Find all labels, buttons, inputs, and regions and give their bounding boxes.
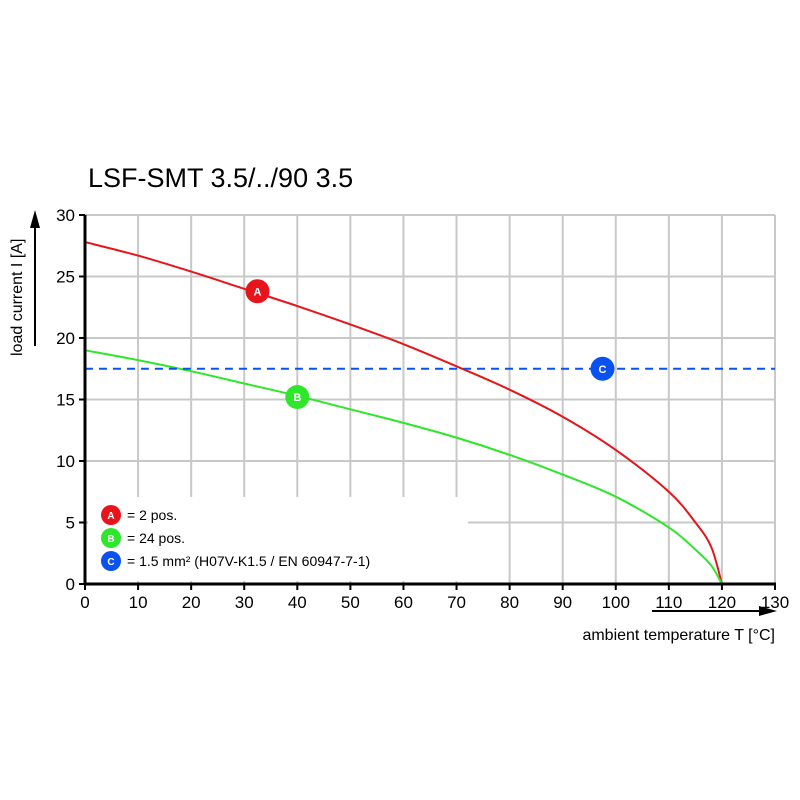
x-tick-label: 100 <box>602 593 630 612</box>
legend-marker-A <box>101 505 121 525</box>
series-line-A <box>84 241 723 585</box>
y-arrow-head-icon <box>30 210 40 228</box>
x-tick-label: 90 <box>553 593 572 612</box>
x-tick-label: 10 <box>129 593 148 612</box>
y-tick-label: 15 <box>56 391 75 410</box>
x-tick-label: 50 <box>341 593 360 612</box>
x-tick-label: 0 <box>80 593 89 612</box>
legend-marker-label: A <box>107 511 114 522</box>
legend-marker-label: B <box>107 534 114 545</box>
x-tick-label: 30 <box>235 593 254 612</box>
legend-marker-B <box>101 528 121 548</box>
y-tick-label: 30 <box>56 206 75 225</box>
x-tick-label: 80 <box>500 593 519 612</box>
y-tick-label: 0 <box>66 575 75 594</box>
x-tick-label: 110 <box>655 593 682 612</box>
legend-box <box>88 497 468 581</box>
y-tick-label: 25 <box>56 268 75 287</box>
x-arrow-head-icon <box>759 606 777 616</box>
legend-marker-C <box>101 551 121 571</box>
series-line-B <box>84 349 723 585</box>
marker-label-B: B <box>293 392 301 404</box>
legend-entry: = 24 pos. <box>127 530 185 546</box>
y-axis-label: load current I [A] <box>9 239 26 356</box>
marker-A <box>245 279 270 304</box>
x-tick-label: 120 <box>708 593 736 612</box>
y-tick-label: 20 <box>56 329 75 348</box>
x-axis-label: ambient temperature T [°C] <box>582 627 775 644</box>
x-tick-label: 20 <box>182 593 201 612</box>
legend-entry: = 1.5 mm² (H07V-K1.5 / EN 60947-7-1) <box>127 553 370 569</box>
x-tick-label: 130 <box>761 593 789 612</box>
y-tick-label: 5 <box>66 514 75 533</box>
chart-title: LSF-SMT 3.5/../90 3.5 <box>88 163 353 193</box>
marker-B <box>285 385 310 410</box>
marker-label-A: A <box>254 286 262 298</box>
legend-marker-label: C <box>107 557 114 568</box>
y-tick-label: 10 <box>56 452 75 471</box>
marker-C <box>590 356 615 381</box>
marker-label-C: C <box>599 364 607 376</box>
legend-entry: = 2 pos. <box>127 507 177 523</box>
x-tick-label: 70 <box>447 593 466 612</box>
x-tick-label: 60 <box>394 593 413 612</box>
x-tick-label: 40 <box>288 593 307 612</box>
